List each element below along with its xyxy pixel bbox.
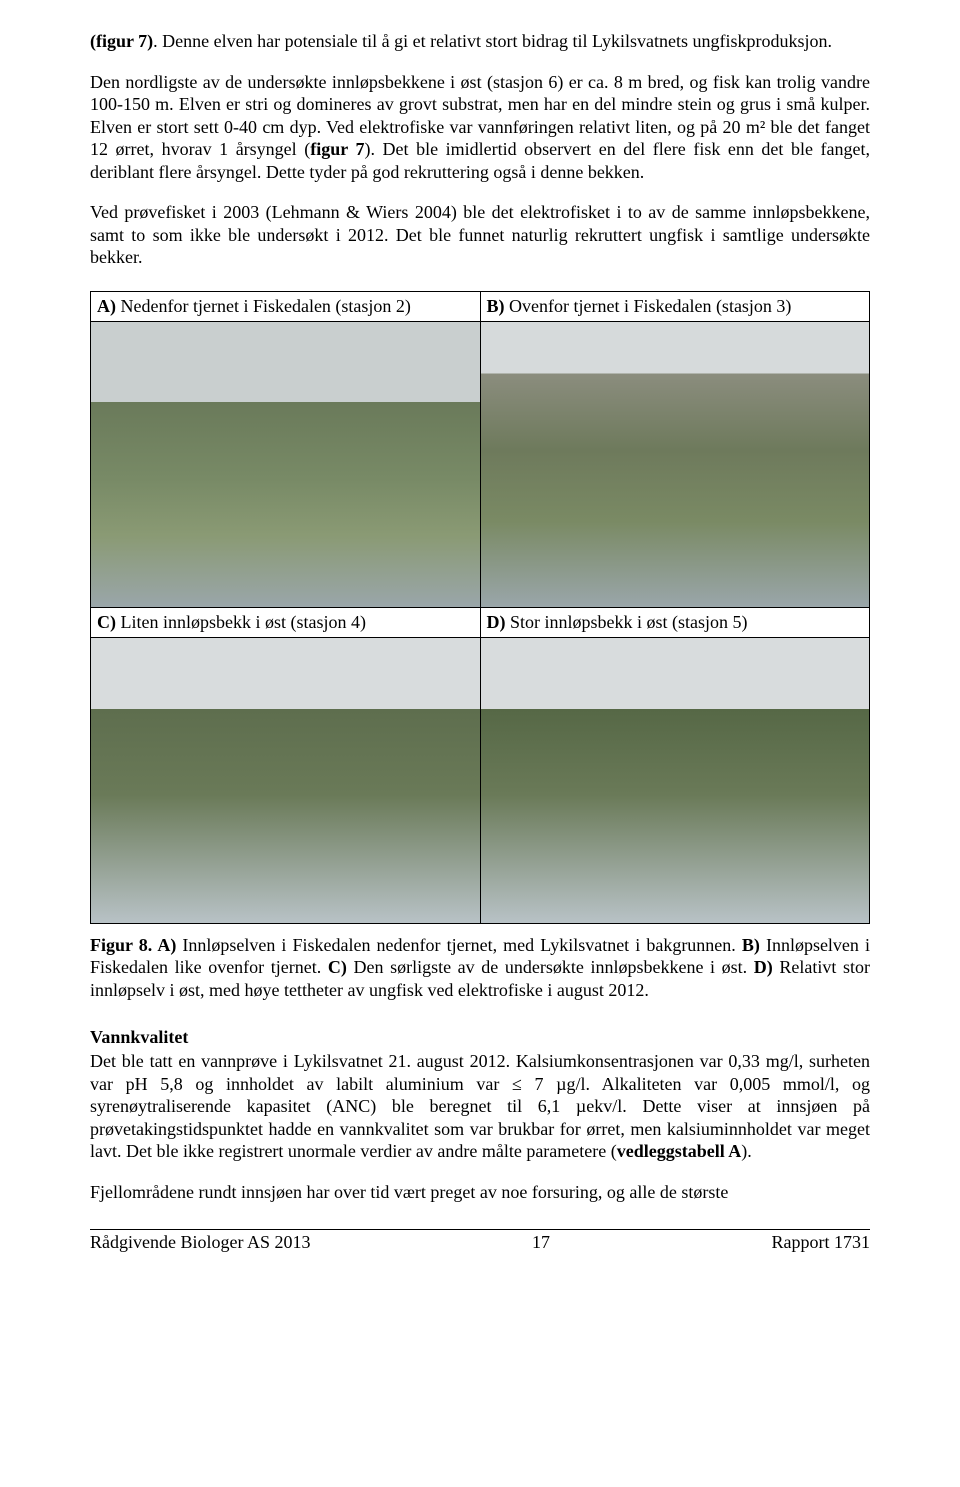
- page-footer: Rådgivende Biologer AS 2013 17 Rapport 1…: [90, 1232, 870, 1253]
- caption-c-lead: C): [328, 957, 347, 977]
- cell-a-label-rest: Nedenfor tjernet i Fiskedalen (stasjon 2…: [116, 296, 411, 316]
- paragraph-2: Den nordligste av de undersøkte innløpsb…: [90, 71, 870, 184]
- cell-d: D) Stor innløpsbekk i øst (stasjon 5): [480, 607, 870, 637]
- footer-page-number: 17: [532, 1232, 550, 1253]
- section-heading-vannkvalitet: Vannkvalitet: [90, 1027, 870, 1048]
- cell-b-image: [480, 321, 870, 607]
- caption-part3: Den sørligste av de undersøkte innløpsbe…: [347, 957, 754, 977]
- paragraph-1-text: . Denne elven har potensiale til å gi et…: [153, 31, 832, 51]
- cell-d-image: [480, 637, 870, 923]
- cell-a-label: A) Nedenfor tjernet i Fiskedalen (stasjo…: [91, 292, 480, 321]
- caption-b-lead: B): [742, 935, 760, 955]
- footer-right: Rapport 1731: [771, 1232, 870, 1253]
- cell-b: B) Ovenfor tjernet i Fiskedalen (stasjon…: [480, 291, 870, 321]
- photo-a: [91, 322, 480, 607]
- paragraph-3-text: Ved prøvefisket i 2003 (Lehmann & Wiers …: [90, 202, 870, 267]
- vedleggstabell-ref: vedleggstabell A: [617, 1141, 742, 1161]
- cell-a-image: [91, 321, 481, 607]
- cell-b-label: B) Ovenfor tjernet i Fiskedalen (stasjon…: [481, 292, 870, 321]
- paragraph-1: (figur 7). Denne elven har potensiale ti…: [90, 30, 870, 53]
- cell-d-label-bold: D): [487, 612, 506, 632]
- cell-b-label-bold: B): [487, 296, 505, 316]
- cell-c-image: [91, 637, 481, 923]
- section-body-1: Det ble tatt en vannprøve i Lykilsvatnet…: [90, 1050, 870, 1163]
- cell-c-label: C) Liten innløpsbekk i øst (stasjon 4): [91, 608, 480, 637]
- paragraph-3: Ved prøvefisket i 2003 (Lehmann & Wiers …: [90, 201, 870, 269]
- figure-ref-7: (figur 7): [90, 31, 153, 51]
- photo-b: [481, 322, 870, 607]
- page: (figur 7). Denne elven har potensiale ti…: [0, 0, 960, 1487]
- section-body-2-text: Fjellområdene rundt innsjøen har over ti…: [90, 1182, 728, 1202]
- section-body-1a: Det ble tatt en vannprøve i Lykilsvatnet…: [90, 1051, 870, 1161]
- cell-b-label-rest: Ovenfor tjernet i Fiskedalen (stasjon 3): [505, 296, 792, 316]
- cell-c-label-rest: Liten innløpsbekk i øst (stasjon 4): [116, 612, 366, 632]
- caption-part1: Innløpselven i Fiskedalen nedenfor tjern…: [176, 935, 742, 955]
- photo-d: [481, 638, 870, 923]
- figure-grid: A) Nedenfor tjernet i Fiskedalen (stasjo…: [90, 291, 870, 924]
- cell-c-label-bold: C): [97, 612, 116, 632]
- footer-rule: [90, 1229, 870, 1230]
- cell-a-label-bold: A): [97, 296, 116, 316]
- section-body-2: Fjellområdene rundt innsjøen har over ti…: [90, 1181, 870, 1204]
- cell-d-label: D) Stor innløpsbekk i øst (stasjon 5): [481, 608, 870, 637]
- section-body-1c: ).: [741, 1141, 752, 1161]
- caption-lead: Figur 8. A): [90, 935, 176, 955]
- footer-left: Rådgivende Biologer AS 2013: [90, 1232, 310, 1253]
- figure-8-caption: Figur 8. A) Innløpselven i Fiskedalen ne…: [90, 934, 870, 1002]
- cell-c: C) Liten innløpsbekk i øst (stasjon 4): [91, 607, 481, 637]
- cell-d-label-rest: Stor innløpsbekk i øst (stasjon 5): [506, 612, 748, 632]
- caption-d-lead: D): [754, 957, 773, 977]
- cell-a: A) Nedenfor tjernet i Fiskedalen (stasjo…: [91, 291, 481, 321]
- photo-c: [91, 638, 480, 923]
- figure-ref-7b: figur 7: [310, 139, 364, 159]
